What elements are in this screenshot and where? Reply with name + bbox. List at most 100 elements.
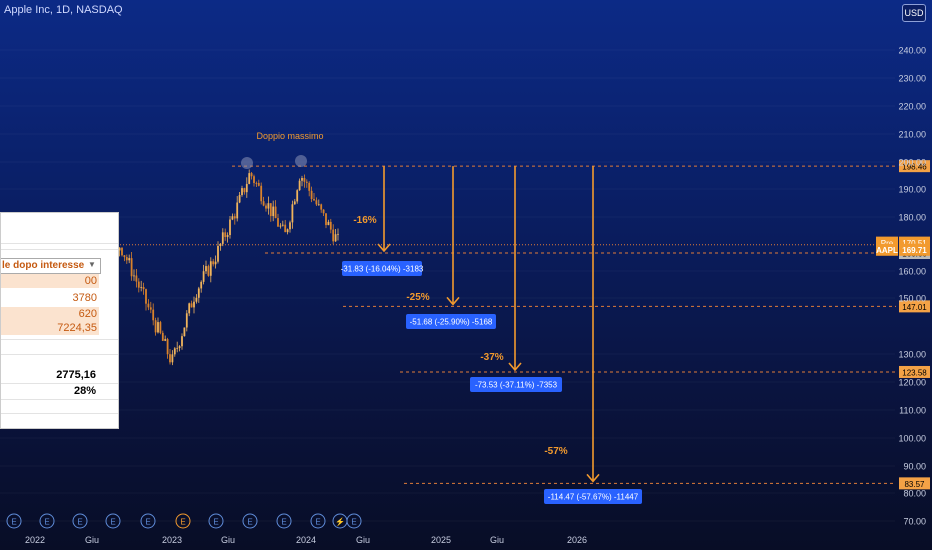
- candle-body: [238, 195, 241, 203]
- x-tick-label: 2022: [25, 535, 45, 545]
- candle-body: [214, 261, 217, 265]
- event-glyph: E: [44, 518, 49, 527]
- annotation-title: Doppio massimo: [256, 131, 323, 141]
- candle-body: [260, 185, 263, 202]
- price-level-tag: [899, 300, 930, 313]
- candle-body: [164, 339, 167, 341]
- candle-body: [325, 213, 327, 226]
- y-tick-label: 110.00: [899, 406, 926, 416]
- price-level-value: 83.57: [904, 480, 925, 489]
- double-top-marker: [241, 157, 253, 169]
- candle-body: [284, 224, 287, 233]
- candle-body: [250, 173, 253, 177]
- target-measure-box: [406, 314, 496, 329]
- candle-body: [236, 202, 239, 219]
- candle-body: [142, 287, 145, 290]
- x-tick-label: Giu: [221, 535, 235, 545]
- overlay-divider: [1, 383, 118, 384]
- target-percent: -16%: [353, 215, 376, 226]
- earnings-event-icon[interactable]: [175, 513, 191, 529]
- candle-body: [202, 271, 205, 282]
- target-measure-label: -73.53 (-37.11%) -7353: [475, 381, 558, 390]
- overlay-divider: [1, 413, 118, 414]
- earnings-event-icon[interactable]: [105, 513, 121, 529]
- earnings-event-icon[interactable]: [310, 513, 326, 529]
- candle-body: [269, 203, 272, 217]
- arrow-head-icon: [446, 296, 460, 306]
- event-glyph: E: [77, 518, 82, 527]
- candle-body: [313, 199, 315, 201]
- overlay-select[interactable]: le dopo interesse: [1, 258, 101, 274]
- y-tick-label: 230.00: [898, 74, 926, 84]
- candle-body: [272, 206, 275, 217]
- candle-body: [296, 190, 299, 202]
- y-tick-label: 190.00: [898, 185, 926, 195]
- candle-body: [183, 327, 186, 337]
- earnings-event-icon[interactable]: [208, 513, 224, 529]
- earnings-event-icon[interactable]: [276, 513, 292, 529]
- event-glyph: E: [110, 518, 115, 527]
- earnings-event-icon[interactable]: [242, 513, 258, 529]
- axis-ticks: 240.00 230.00 220.00 210.00 200.00 190.00 180.…: [25, 46, 926, 546]
- event-glyph: E: [213, 518, 218, 527]
- candle-body: [178, 346, 181, 348]
- x-tick-label: Giu: [85, 535, 99, 545]
- candle-body: [161, 332, 164, 341]
- candle-body: [310, 190, 313, 200]
- y-tick-label: 120.00: [898, 378, 926, 388]
- earnings-event-icon[interactable]: [346, 513, 362, 529]
- candle-body: [133, 275, 135, 277]
- event-glyph: E: [247, 518, 252, 527]
- double-top-marker: [295, 155, 307, 167]
- candle-body: [243, 188, 246, 193]
- candle-body: [190, 303, 193, 308]
- chart-title: Apple Inc, 1D, NASDAQ: [4, 4, 123, 16]
- candle-body: [327, 221, 330, 226]
- candle-body: [217, 245, 219, 262]
- candle-body: [332, 229, 335, 242]
- candle-body: [245, 183, 248, 193]
- chevron-down-icon[interactable]: ▼: [88, 260, 96, 269]
- event-glyph: E: [281, 518, 286, 527]
- currency-button[interactable]: USD: [902, 4, 926, 22]
- earnings-event-icon[interactable]: [39, 513, 55, 529]
- target-measure-box: [342, 261, 422, 276]
- earnings-event-icon[interactable]: [140, 513, 156, 529]
- candle-body: [289, 222, 291, 230]
- candle-body: [308, 182, 311, 191]
- x-tick-label: 2026: [567, 535, 587, 545]
- y-tick-label: 240.00: [898, 46, 926, 56]
- pre-value: 170.51: [902, 239, 927, 248]
- earnings-event-icon[interactable]: [6, 513, 22, 529]
- earnings-event-icon[interactable]: [72, 513, 88, 529]
- y-tick-label: 180.00: [898, 213, 926, 223]
- event-glyph: E: [11, 518, 16, 527]
- candle-body: [197, 288, 200, 298]
- candle-body: [315, 200, 318, 205]
- event-glyph: E: [180, 518, 185, 527]
- candle-body: [279, 225, 282, 227]
- overlay-divider: [1, 354, 118, 355]
- overlay-cell: 7224,35: [1, 321, 99, 335]
- target-measure-label: -51.68 (-25.90%) -5168: [410, 318, 493, 327]
- overlay-divider: [1, 249, 118, 250]
- overlay-cell: 00: [1, 274, 99, 288]
- candle-body: [149, 307, 152, 310]
- candle-body: [125, 257, 128, 261]
- candle-body: [255, 182, 258, 184]
- overlay-cell: 620: [1, 307, 99, 321]
- candle-body: [286, 229, 289, 233]
- candle-body: [195, 297, 198, 302]
- candle-body: [145, 289, 147, 304]
- candle-body: [169, 354, 171, 363]
- event-glyph: E: [145, 518, 150, 527]
- overlay-divider: [1, 339, 118, 340]
- candle-body: [147, 303, 150, 308]
- candle-body: [181, 336, 183, 347]
- y-tick-label: 200.00: [898, 158, 926, 168]
- candle-body: [173, 348, 176, 355]
- candle-body: [205, 266, 207, 272]
- arrow-head-icon: [586, 473, 600, 483]
- candle-body: [241, 188, 243, 196]
